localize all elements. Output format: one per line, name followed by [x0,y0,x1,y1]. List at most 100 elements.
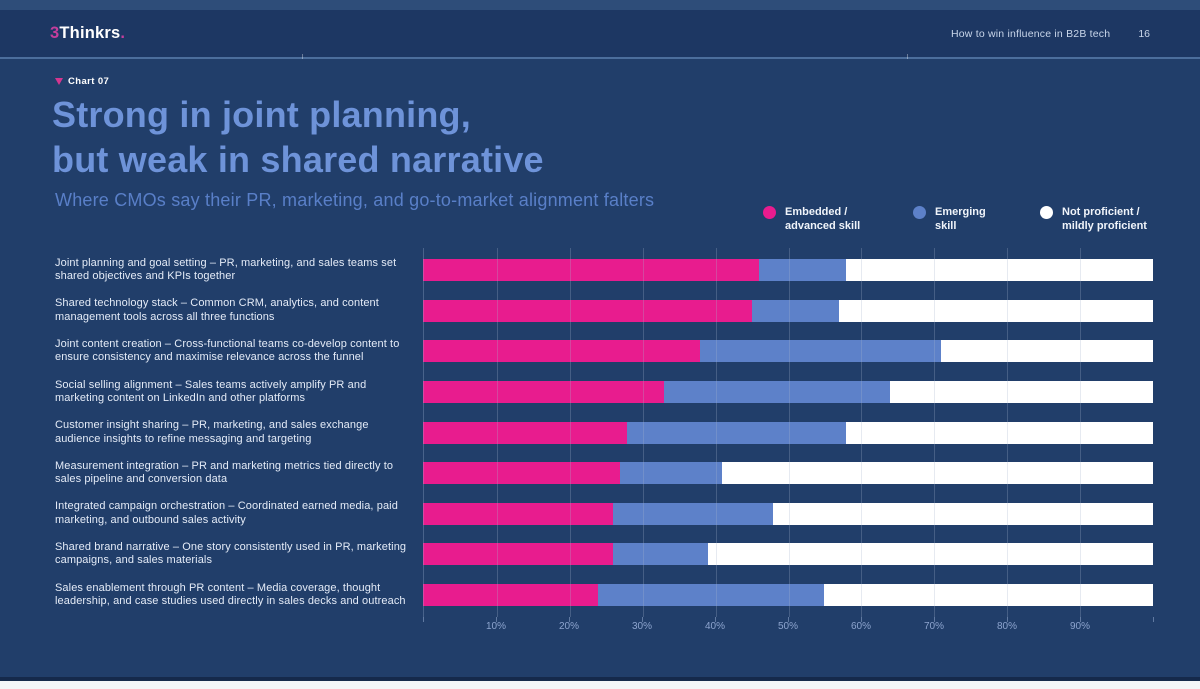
axis-tick-label: 60% [850,621,871,632]
chart-row: Joint content creation – Cross-functiona… [0,331,1200,372]
row-label: Joint planning and goal setting – PR, ma… [55,256,397,283]
bar-segment [824,584,1153,607]
stacked-bar [423,340,1153,363]
row-label: Joint content creation – Cross-functiona… [55,337,400,364]
header-bar: 3Thinkrs. How to win influence in B2B te… [0,10,1200,57]
legend-label: Embedded / advanced skill [785,206,861,233]
legend-item-embedded-advanced-skill: Embedded / advanced skill [763,205,860,234]
stacked-bar [423,584,1153,607]
legend-dot-icon [763,206,776,219]
axis-tick [1007,617,1008,622]
axis-tick [642,617,643,622]
bar-segment [663,381,891,404]
bar-segment [707,543,1153,566]
slide-subtitle: Where CMOs say their PR, marketing, and … [55,190,655,210]
bar-segment [700,340,942,363]
bar-segment [423,299,752,322]
chart-rows: Joint planning and goal setting – PR, ma… [0,250,1200,615]
axis-tick-label: 30% [631,621,652,632]
bar-segment [423,381,664,404]
axis-tick-label: 80% [996,621,1017,632]
bar-segment [941,340,1153,363]
bar-segment [423,584,599,607]
axis-tick [1080,617,1081,622]
stacked-bar [423,381,1153,404]
chart-row: Measurement integration – PR and marketi… [0,453,1200,494]
legend-item-emerging-skill: Emerging skill [913,205,986,234]
bar-segment [758,259,847,282]
stacked-bar [423,421,1153,444]
stacked-bar [423,502,1153,525]
bar-segment [890,381,1153,404]
page-top-strip [0,0,1200,10]
bar-segment [423,259,759,282]
axis-tick-label: 10% [485,621,506,632]
document-title: How to win influence in B2B tech [950,27,1111,40]
chart-legend: Embedded / advanced skill Emerging skill Not… [0,205,1200,241]
header-right: How to win influence in B2B tech 16 [951,28,1150,40]
slide-canvas: Chart 07 Strong in joint planning, but w… [0,59,1200,677]
logo-suffix: . [120,24,126,42]
axis-tick [788,617,789,622]
bar-segment [598,584,825,607]
bar-segment [423,462,621,485]
bar-segment [839,299,1153,322]
x-axis-ticks [423,617,1154,623]
axis-tick [569,617,570,622]
row-label: Integrated campaign orchestration – Coor… [55,500,398,526]
row-label: Shared brand narrative – One story consi… [55,540,407,567]
bar-segment [423,421,628,444]
slide-title-line1: Strong in joint planning, [52,94,471,135]
row-label: Customer insight sharing – PR, marketing… [55,419,369,445]
bar-segment [423,502,613,525]
row-label: Shared technology stack – Common CRM, an… [55,297,379,323]
chart-number-text: Chart 07 [68,76,110,87]
divider-tick-right [907,54,908,62]
chart-row: Sales enablement through PR content – Me… [0,575,1200,616]
chart-row: Shared brand narrative – One story consi… [0,534,1200,575]
page-number: 16 [1138,27,1150,40]
stacked-bar [423,543,1153,566]
x-axis-labels: 10% 20% 30% 40% 50% 60% 70% 80% 90% [423,621,1153,635]
stacked-bar [423,462,1153,485]
bar-segment [627,421,847,444]
bar-segment [846,421,1153,444]
brand-logo: 3Thinkrs. [50,24,125,43]
bar-segment [423,543,613,566]
bar-segment [423,340,701,363]
bar-segment [612,502,774,525]
page-bottom-strip [0,681,1200,689]
bar-segment [722,462,1153,485]
axis-tick-label: 70% [923,621,944,632]
divider-tick-left [302,54,303,62]
stacked-bar [423,259,1153,282]
bar-segment [846,259,1153,282]
axis-tick [1153,617,1154,622]
axis-tick [423,617,424,622]
row-label: Social selling alignment – Sales teams a… [55,378,367,405]
bar-segment [620,462,723,485]
slide-bottom-edge [0,677,1200,681]
chart-row: Customer insight sharing – PR, marketing… [0,412,1200,453]
legend-label: Not proficient / mildly proficient [1062,206,1147,233]
legend-dot-icon [913,206,926,219]
bar-segment [773,502,1153,525]
chart-number-label: Chart 07 [55,76,109,87]
triangle-down-icon [55,78,63,85]
logo-name: Thinkrs [59,24,121,42]
axis-tick-label: 50% [777,621,798,632]
legend-label: Emerging skill [935,206,986,233]
legend-dot-icon [1040,206,1053,219]
chart-row: Joint planning and goal setting – PR, ma… [0,250,1200,291]
axis-tick [715,617,716,622]
legend-item-not-proficient-mildly-proficient: Not proficient / mildly proficient [1040,205,1147,234]
slide-title-line2: but weak in shared narrative [52,138,544,180]
axis-tick [861,617,862,622]
row-label: Measurement integration – PR and marketi… [55,459,394,486]
bar-segment [612,543,708,566]
axis-tick-label: 40% [704,621,725,632]
logo-prefix: 3 [50,24,60,42]
stacked-bar [423,299,1153,322]
chart-row: Integrated campaign orchestration – Coor… [0,494,1200,535]
slide-title: Strong in joint planning, but weak in sh… [52,93,544,182]
